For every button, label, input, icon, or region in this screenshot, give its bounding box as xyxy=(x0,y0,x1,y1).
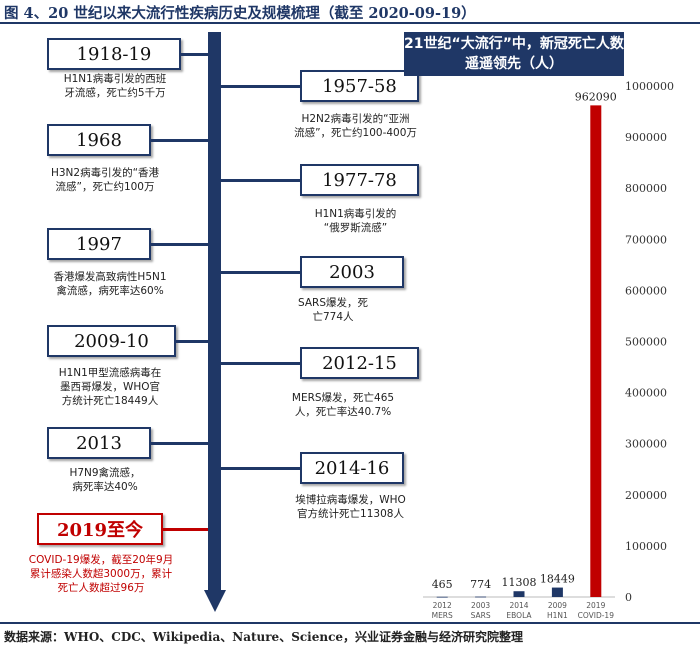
year-box-1957-58: 1957-58 xyxy=(300,70,419,102)
timeline-connector xyxy=(181,53,208,56)
year-box-1918-19: 1918-19 xyxy=(47,38,181,70)
timeline-connector xyxy=(221,179,300,182)
event-description-line: 牙流感，死亡约5千万 xyxy=(64,87,166,99)
category-label: 2014 xyxy=(509,601,528,610)
event-description: H2N2病毒引发的“亚洲 流感”，死亡约100-400万 xyxy=(268,112,443,140)
event-description-line: 流感”，死亡约100-400万 xyxy=(294,127,417,139)
chart-title: 21世纪“大流行”中，新冠死亡人数遥遥领先（人） xyxy=(404,32,624,76)
event-description-line: 埃博拉病毒爆发，WHO xyxy=(295,494,406,506)
source-note: 数据来源：WHO、CDC、Wikipedia、Nature、Science，兴业… xyxy=(4,630,524,644)
category-label: SARS xyxy=(471,611,491,620)
event-description-line: 禽流感，病死率达60% xyxy=(56,285,164,297)
y-tick-label: 500000 xyxy=(625,336,667,349)
event-description-line: H7N9禽流感， xyxy=(69,467,141,479)
title-rule xyxy=(0,22,700,24)
timeline-connector xyxy=(221,271,300,274)
data-label: 18449 xyxy=(540,573,575,586)
event-description-line: 方统计死亡18449人 xyxy=(61,395,159,407)
timeline-arrow-shaft xyxy=(208,32,221,592)
year-box-1968: 1968 xyxy=(47,124,151,156)
year-box-1997: 1997 xyxy=(47,228,151,260)
event-description-line: COVID-19爆发，截至20年9月 xyxy=(28,554,174,566)
event-description: COVID-19爆发，截至20年9月 累计感染人数超3000万，累计 死亡人数超过9… xyxy=(6,553,196,595)
event-description: 香港爆发高致病性H5N1 禽流感，病死率达60% xyxy=(30,270,190,298)
timeline-connector xyxy=(221,362,300,365)
event-description: MERS爆发，死亡465 人，死亡率达40.7% xyxy=(268,391,418,419)
y-tick-label: 100000 xyxy=(625,540,667,553)
event-description-line: SARS爆发，死 xyxy=(297,297,368,309)
bar-ebola xyxy=(513,591,525,597)
timeline-connector xyxy=(151,442,208,445)
event-description-line: 人，死亡率达40.7% xyxy=(294,406,392,418)
event-description-line: H1N1病毒引发的西班 xyxy=(63,73,167,85)
y-tick-label: 200000 xyxy=(625,489,667,502)
y-tick-label: 900000 xyxy=(625,131,667,144)
event-description: H3N2病毒引发的“香港 流感”，死亡约100万 xyxy=(30,166,180,194)
y-tick-label: 300000 xyxy=(625,438,667,451)
event-description-line: H2N2病毒引发的“亚洲 xyxy=(301,113,410,125)
timeline-connector xyxy=(151,139,208,142)
year-box-2012-15: 2012-15 xyxy=(300,347,419,379)
y-tick-label: 600000 xyxy=(625,284,667,297)
event-description: H1N1甲型流感病毒在 墨西哥爆发，WHO官 方统计死亡18449人 xyxy=(30,366,190,408)
y-tick-label: 1000000 xyxy=(625,80,674,93)
y-tick-label: 400000 xyxy=(625,387,667,400)
bar-covid-19 xyxy=(590,105,602,597)
timeline-connector xyxy=(221,85,300,88)
event-description-line: H1N1病毒引发的 xyxy=(314,208,397,220)
y-tick-label: 700000 xyxy=(625,233,667,246)
source-rule xyxy=(0,622,700,624)
event-description: H7N9禽流感， 病死率达40% xyxy=(30,466,180,494)
event-description: H1N1病毒引发的西班 牙流感，死亡约5千万 xyxy=(30,72,200,100)
year-box-1977-78: 1977-78 xyxy=(300,164,419,196)
year-box-2009-10: 2009-10 xyxy=(47,325,176,357)
timeline-arrow-head xyxy=(204,590,226,612)
timeline-connector xyxy=(221,467,300,470)
data-label: 962090 xyxy=(575,90,617,103)
event-description: 埃博拉病毒爆发，WHO 官方统计死亡11308人 xyxy=(268,493,433,521)
category-label: 2009 xyxy=(548,601,567,610)
category-label: H1N1 xyxy=(547,611,568,620)
category-label: 2012 xyxy=(433,601,452,610)
category-label: MERS xyxy=(432,611,453,620)
event-description-line: MERS爆发，死亡465 xyxy=(291,392,395,404)
y-tick-label: 0 xyxy=(625,591,632,604)
category-label: EBOLA xyxy=(506,611,532,620)
year-box-2019-: 2019至今 xyxy=(37,513,163,545)
event-description-line: “俄罗斯流感” xyxy=(323,222,388,234)
bar-chart: 0 100000 200000 300000 400000 500000 600000 700… xyxy=(423,80,674,620)
event-description-line: 累计感染人数超3000万，累计 xyxy=(29,568,173,580)
event-description-line: 亡774人 xyxy=(312,311,354,323)
data-label: 774 xyxy=(470,578,491,591)
timeline-connector xyxy=(176,340,208,343)
bar-h1n1 xyxy=(551,587,563,597)
data-label: 11308 xyxy=(502,576,537,589)
event-description: SARS爆发，死 亡774人 xyxy=(268,296,398,324)
category-label: COVID-19 xyxy=(578,611,615,620)
event-description-line: 墨西哥爆发，WHO官 xyxy=(59,381,161,393)
year-box-2013: 2013 xyxy=(47,427,151,459)
event-description-line: 流感”，死亡约100万 xyxy=(55,181,155,193)
event-description-line: H3N2病毒引发的“香港 xyxy=(50,167,160,179)
y-tick-label: 800000 xyxy=(625,182,667,195)
timeline-connector xyxy=(163,528,208,531)
event-description: H1N1病毒引发的 “俄罗斯流感” xyxy=(268,207,443,235)
event-description-line: 香港爆发高致病性H5N1 xyxy=(53,271,167,283)
data-label: 465 xyxy=(432,578,453,591)
figure-title: 图 4、20 世纪以来大流行性疾病历史及规模梳理（截至 2020-09-19） xyxy=(4,5,476,22)
year-box-2014-16: 2014-16 xyxy=(300,452,404,484)
event-description-line: 病死率达40% xyxy=(72,481,138,493)
category-label: 2019 xyxy=(586,601,605,610)
event-description-line: 官方统计死亡11308人 xyxy=(297,508,404,520)
bar-sars xyxy=(475,596,487,598)
year-box-2003: 2003 xyxy=(300,256,404,288)
category-label: 2003 xyxy=(471,601,490,610)
timeline-connector xyxy=(151,243,208,246)
event-description-line: 死亡人数超过96万 xyxy=(57,582,145,594)
bar-mers xyxy=(436,596,448,598)
event-description-line: H1N1甲型流感病毒在 xyxy=(58,367,162,379)
